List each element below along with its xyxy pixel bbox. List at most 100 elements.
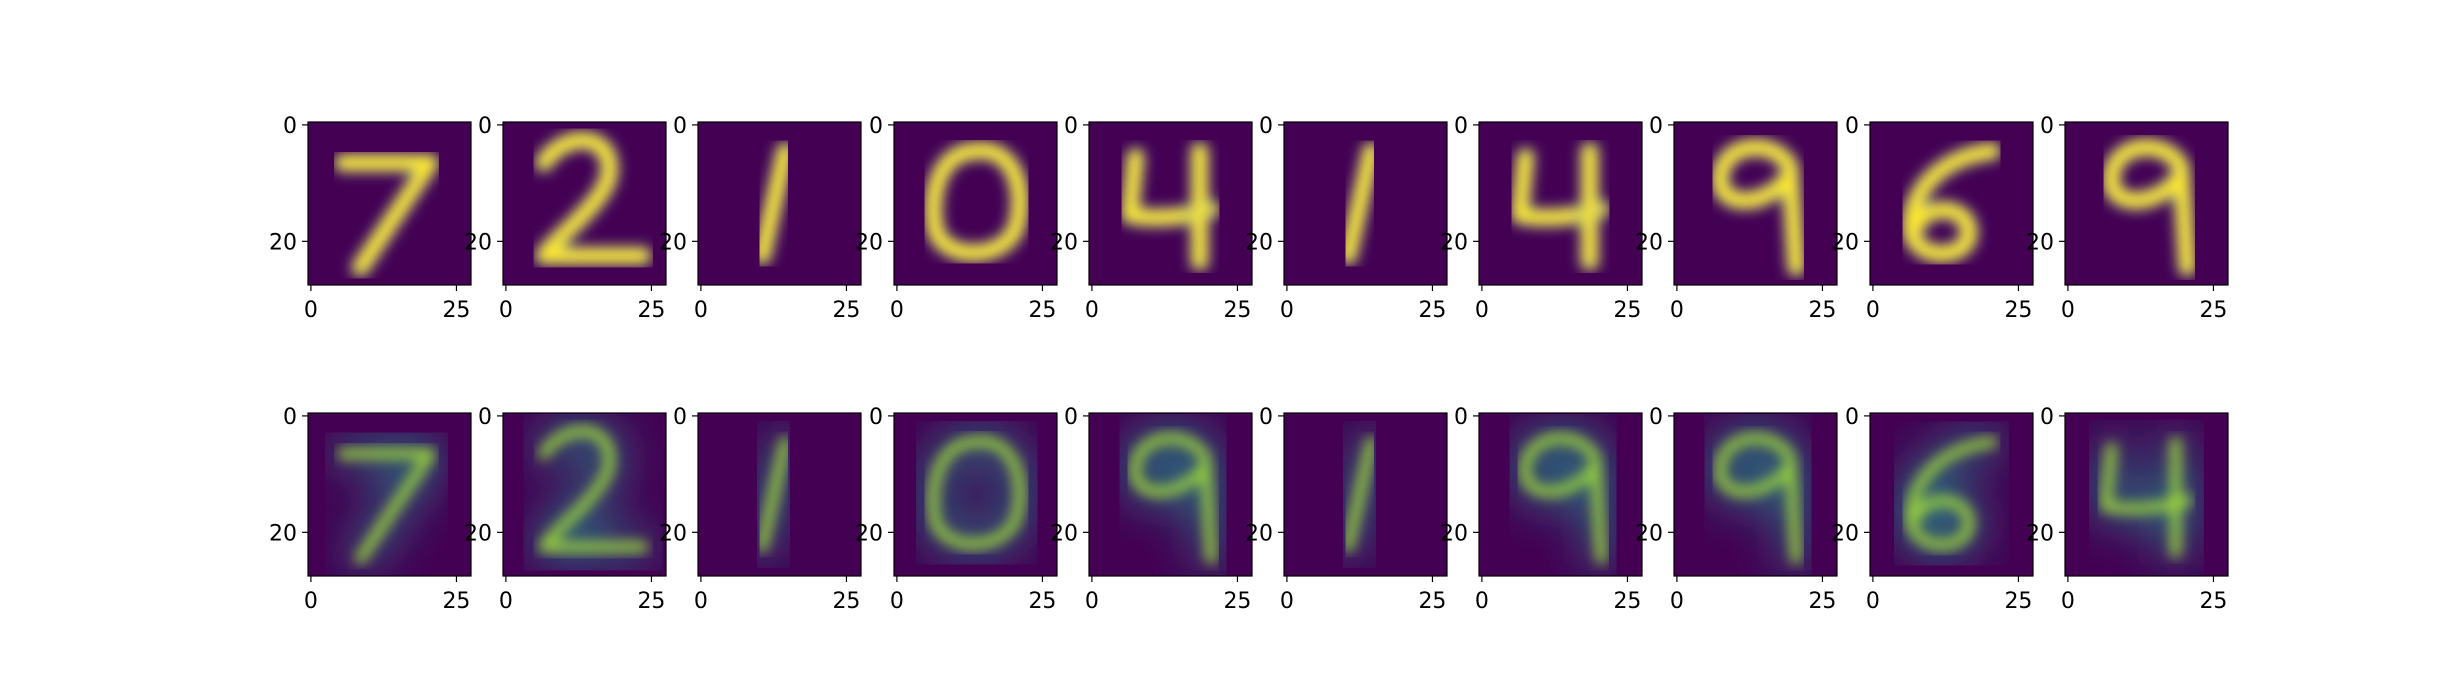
digit-image (1123, 426, 1224, 571)
y-tick-label: 20 (2026, 521, 2054, 546)
image-background (308, 122, 471, 285)
x-tick-label: 0 (1670, 589, 1684, 614)
digit-panel: 0 25 0 20 (659, 405, 862, 614)
digit-panel: 0 25 0 20 (1635, 114, 1838, 323)
digit-panel: 0 25 0 20 (1831, 114, 2034, 323)
axes-frame (893, 412, 1058, 577)
digit-image (1900, 141, 2003, 264)
digit-image (1335, 429, 1384, 560)
digit-panel: 0 25 0 20 (1831, 405, 2034, 614)
y-tick-label: 20 (1440, 230, 1468, 255)
digit-image (333, 152, 441, 278)
digit-image (749, 429, 798, 560)
x-tick-label: 0 (1085, 298, 1099, 323)
image-background (1479, 122, 1642, 285)
digit-image (752, 141, 796, 266)
x-tick-label: 0 (1280, 298, 1294, 323)
axes-frame (502, 121, 667, 286)
digit-panel: 0 25 0 20 (1440, 405, 1643, 614)
x-tick-label: 25 (1808, 589, 1836, 614)
digit-panel: 0 25 0 20 (855, 114, 1058, 323)
x-tick-label: 0 (304, 589, 318, 614)
axes-frame (697, 121, 862, 286)
y-tick-label: 20 (1245, 521, 1273, 546)
digit-image (1898, 429, 2005, 557)
y-tick-label: 20 (269, 521, 297, 546)
y-tick-label: 0 (1649, 405, 1663, 430)
y-tick-label: 20 (1635, 521, 1663, 546)
x-tick-label: 25 (637, 298, 665, 323)
y-tick-label: 0 (869, 114, 883, 139)
y-tick-label: 20 (659, 230, 687, 255)
x-tick-label: 25 (1028, 298, 1056, 323)
x-tick-label: 25 (1418, 298, 1446, 323)
axes-frame (1869, 412, 2034, 577)
digit-image (1513, 426, 1614, 571)
x-tick-label: 0 (694, 589, 708, 614)
digit-panel: 0 25 0 20 (1050, 405, 1253, 614)
digit-image (1119, 141, 1222, 272)
digit-image (2093, 429, 2200, 565)
digit-image (533, 130, 653, 266)
axes-frame (2064, 412, 2229, 577)
digit-image (330, 441, 443, 571)
axes-frame (697, 412, 862, 577)
x-tick-label: 0 (1475, 298, 1489, 323)
y-tick-label: 0 (1259, 405, 1273, 430)
y-tick-label: 0 (1064, 405, 1078, 430)
x-tick-label: 25 (832, 589, 860, 614)
x-tick-label: 0 (2061, 589, 2075, 614)
image-background (1089, 122, 1252, 285)
digit-image (1708, 426, 1809, 571)
digit-image (2101, 137, 2198, 278)
y-tick-label: 20 (855, 230, 883, 255)
digit-image (1509, 141, 1612, 272)
x-tick-label: 25 (1028, 589, 1056, 614)
y-tick-label: 0 (673, 114, 687, 139)
digit-panel: 0 25 0 20 (1245, 405, 1448, 614)
y-tick-label: 20 (2026, 230, 2054, 255)
axes-frame (1283, 121, 1448, 286)
x-tick-label: 25 (442, 589, 470, 614)
digit-image (921, 429, 1032, 557)
axes-frame (1088, 121, 1253, 286)
x-tick-label: 0 (1475, 589, 1489, 614)
x-tick-label: 25 (1223, 589, 1251, 614)
x-tick-label: 25 (1223, 298, 1251, 323)
axes-frame (1673, 121, 1838, 286)
y-tick-label: 0 (2040, 405, 2054, 430)
x-tick-label: 0 (1866, 589, 1880, 614)
axes-frame (2064, 121, 2229, 286)
digit-panel: 0 25 0 20 (269, 114, 472, 323)
y-tick-label: 20 (1440, 521, 1468, 546)
digit-panel: 0 25 0 20 (1050, 114, 1253, 323)
y-tick-label: 0 (1259, 114, 1273, 139)
digit-panel: 0 25 0 20 (659, 114, 862, 323)
digit-panel: 0 25 0 20 (1440, 114, 1643, 323)
x-tick-label: 25 (1613, 298, 1641, 323)
x-tick-label: 25 (1808, 298, 1836, 323)
axes-frame (502, 412, 667, 577)
x-tick-label: 0 (2061, 298, 2075, 323)
axes-frame (893, 121, 1058, 286)
y-tick-label: 0 (1649, 114, 1663, 139)
y-tick-label: 20 (1831, 230, 1859, 255)
x-tick-label: 0 (1085, 589, 1099, 614)
digit-panel: 0 25 0 20 (464, 405, 667, 614)
y-tick-label: 0 (673, 405, 687, 430)
digit-panel: 0 25 0 20 (2026, 114, 2229, 323)
x-tick-label: 0 (1670, 298, 1684, 323)
digit-panel: 0 25 0 20 (464, 114, 667, 323)
x-tick-label: 0 (499, 298, 513, 323)
y-tick-label: 0 (1845, 405, 1859, 430)
y-tick-label: 0 (1454, 405, 1468, 430)
x-tick-label: 25 (2004, 298, 2032, 323)
y-tick-label: 20 (855, 521, 883, 546)
y-tick-label: 20 (1831, 521, 1859, 546)
digit-image (531, 419, 655, 560)
digit-panel: 0 25 0 20 (1635, 405, 1838, 614)
axes-frame (1478, 412, 1643, 577)
